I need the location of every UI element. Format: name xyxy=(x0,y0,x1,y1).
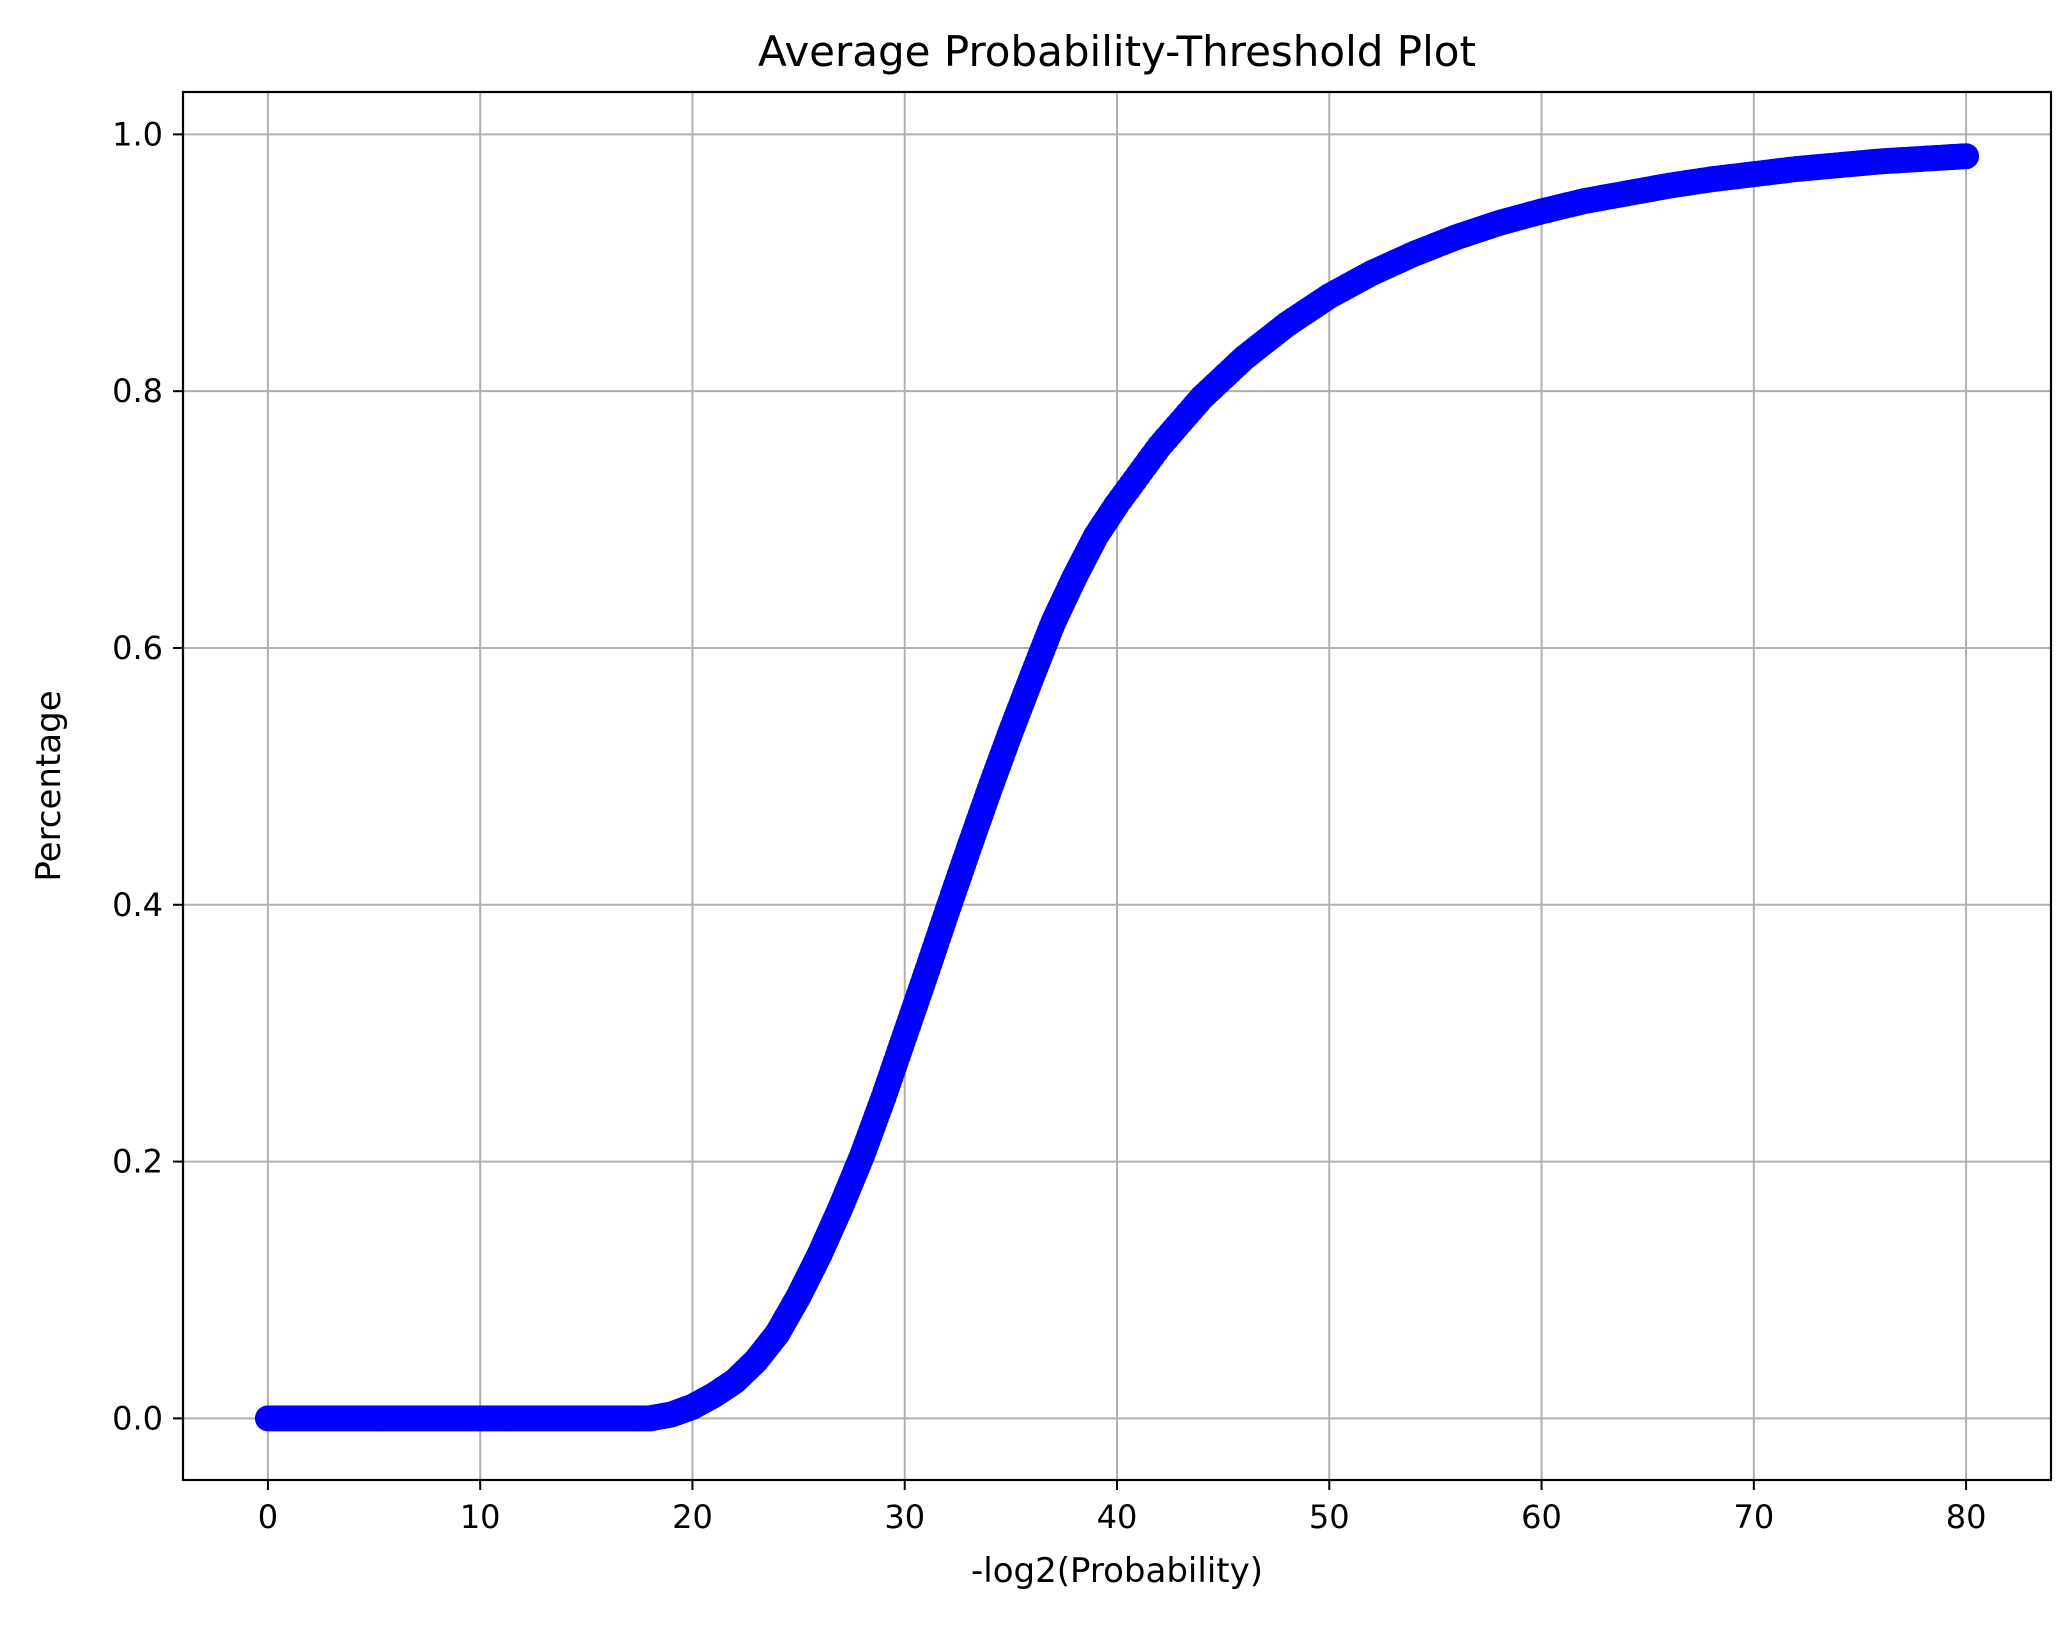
x-tick-label: 10 xyxy=(460,1498,501,1536)
y-tick-label: 0.8 xyxy=(112,372,163,410)
data-point xyxy=(1953,143,1980,170)
x-tick-label: 50 xyxy=(1309,1498,1350,1536)
chart-title: Average Probability-Threshold Plot xyxy=(758,27,1476,76)
x-tick-label: 0 xyxy=(258,1498,278,1536)
y-tick-label: 1.0 xyxy=(112,115,163,153)
y-axis-label: Percentage xyxy=(29,690,69,881)
x-tick-label: 20 xyxy=(672,1498,713,1536)
grid xyxy=(183,92,2051,1480)
y-tick-label: 0.4 xyxy=(112,886,163,924)
x-axis: 0 10 20 30 40 50 60 70 80 xyxy=(258,1480,1987,1536)
y-axis: 0.0 0.2 0.4 0.6 0.8 1.0 xyxy=(112,115,183,1437)
y-tick-label: 0.6 xyxy=(112,629,163,667)
x-tick-label: 40 xyxy=(1097,1498,1138,1536)
x-tick-label: 80 xyxy=(1946,1498,1987,1536)
x-tick-label: 60 xyxy=(1521,1498,1562,1536)
data-points xyxy=(254,143,1980,1432)
x-axis-label: -log2(Probability) xyxy=(971,1551,1263,1591)
x-tick-label: 30 xyxy=(884,1498,925,1536)
y-tick-label: 0.2 xyxy=(112,1143,163,1181)
x-tick-label: 70 xyxy=(1733,1498,1774,1536)
y-tick-label: 0.0 xyxy=(112,1399,163,1437)
